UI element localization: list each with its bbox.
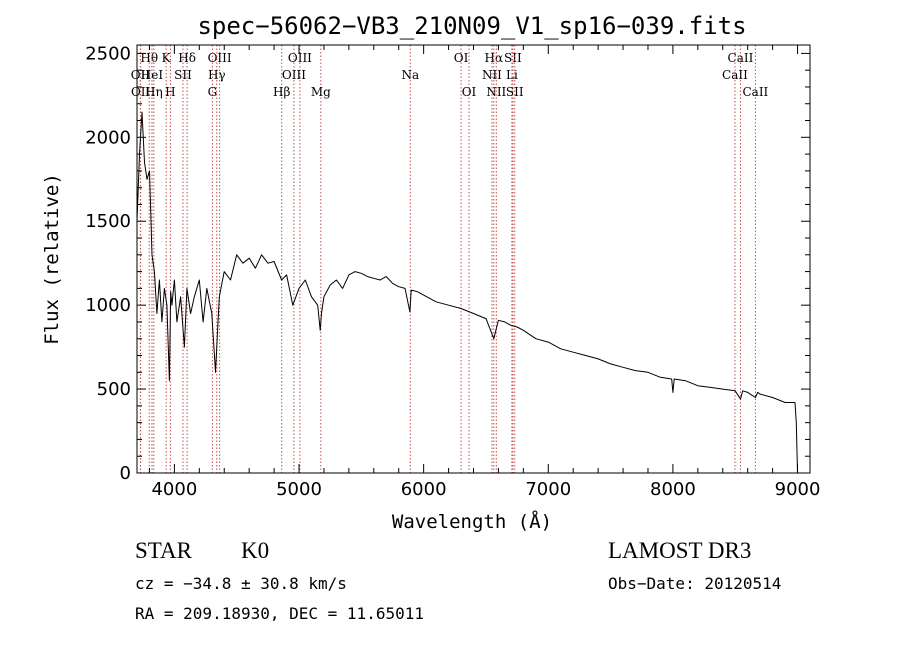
y-tick-label: 1000 — [85, 295, 131, 316]
marker-label: NII — [482, 68, 502, 82]
y-tick-label: 500 — [97, 379, 131, 400]
x-tick-label: 4000 — [151, 479, 197, 500]
x-tick-label: 8000 — [650, 479, 696, 500]
coordinates: RA = 209.18930, DEC = 11.65011 — [135, 604, 424, 623]
axes: 4000 5000 6000 7000 8000 9000 0 500 1000 1500 2000… — [85, 43, 820, 500]
object-class: STAR — [135, 538, 192, 563]
marker-label: OI — [454, 51, 469, 65]
marker-label: Hδ — [178, 51, 196, 65]
marker-label: Hη — [145, 85, 163, 99]
marker-label: OII — [131, 85, 151, 99]
series-line-flux — [136, 111, 798, 474]
marker-label: OII — [131, 68, 151, 82]
marker-label: SII — [504, 51, 522, 65]
marker-label: OI — [462, 85, 477, 99]
marker-label: CaII — [728, 51, 754, 65]
marker-label: Hθ — [140, 51, 158, 65]
object-subclass: K0 — [241, 538, 270, 563]
x-tick-label: 6000 — [401, 479, 447, 500]
marker-label: NII — [486, 85, 506, 99]
marker-label: K — [162, 51, 172, 65]
y-tick-label: 2500 — [85, 43, 131, 64]
y-tick-label: 1500 — [85, 211, 131, 232]
marker-label: OIII — [208, 51, 232, 65]
marker-label: Hγ — [208, 68, 226, 82]
chart-title: spec−56062−VB3_210N09_V1_sp16−039.fits — [197, 12, 746, 40]
observation-date: Obs−Date: 20120514 — [608, 574, 782, 593]
marker-label: Mg — [311, 85, 331, 99]
marker-label: CaII — [742, 85, 768, 99]
marker-label: HeI — [141, 68, 164, 82]
marker-label: OIII — [282, 68, 306, 82]
y-tick-label: 0 — [120, 463, 131, 484]
survey-name: LAMOST DR3 — [608, 538, 752, 563]
plot-frame — [136, 44, 811, 474]
x-tick-label: 5000 — [276, 479, 322, 500]
marker-label: Hα — [485, 51, 504, 65]
marker-label: OIII — [288, 51, 312, 65]
marker-label: SII — [506, 85, 524, 99]
x-tick-label: 7000 — [525, 479, 571, 500]
marker-label: Li — [506, 68, 518, 82]
marker-label: Na — [401, 68, 419, 82]
marker-label: G — [208, 85, 218, 99]
x-axis-label: Wavelength (Å) — [392, 510, 552, 533]
marker-label: H — [165, 85, 175, 99]
marker-label: CaII — [722, 68, 748, 82]
y-axis-label: Flux (relative) — [41, 173, 63, 345]
y-tick-label: 2000 — [85, 127, 131, 148]
marker-label: Hβ — [273, 85, 290, 99]
marker-label: SII — [174, 68, 192, 82]
redshift-cz: cz = −34.8 ± 30.8 km/s — [135, 574, 347, 593]
x-tick-label: 9000 — [775, 479, 821, 500]
series-layer — [136, 111, 798, 474]
